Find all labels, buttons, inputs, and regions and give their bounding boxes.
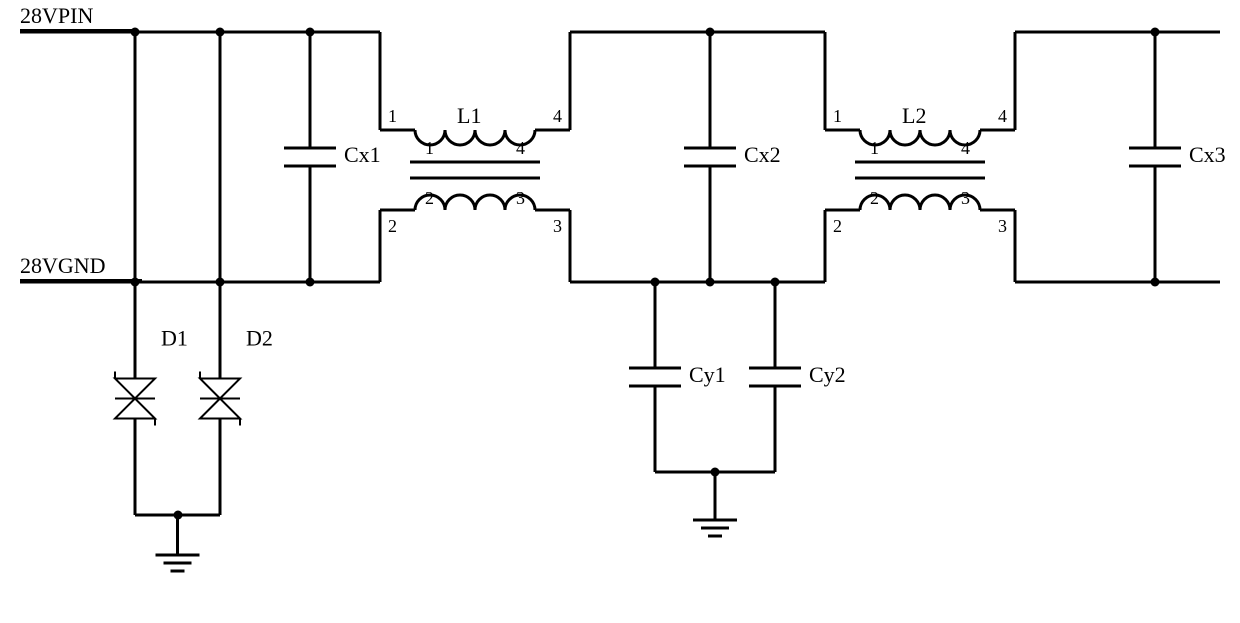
junction-node <box>771 278 780 287</box>
junction-node <box>131 278 140 287</box>
svg-text:4: 4 <box>553 106 562 126</box>
junction-node <box>216 28 225 37</box>
svg-text:1: 1 <box>870 138 879 158</box>
svg-text:4: 4 <box>961 138 970 158</box>
svg-text:3: 3 <box>998 216 1007 236</box>
svg-text:1: 1 <box>425 138 434 158</box>
junction-node <box>216 278 225 287</box>
svg-text:Cx2: Cx2 <box>744 142 781 167</box>
junction-node <box>711 468 720 477</box>
svg-text:Cx3: Cx3 <box>1189 142 1226 167</box>
junction-node <box>1151 28 1160 37</box>
svg-text:4: 4 <box>516 138 525 158</box>
junction-node <box>174 511 183 520</box>
svg-text:L1: L1 <box>457 103 481 128</box>
svg-text:Cx1: Cx1 <box>344 142 381 167</box>
junction-node <box>306 278 315 287</box>
svg-text:3: 3 <box>961 188 970 208</box>
emi-filter-schematic: 28VPIN 28VGND D1 D2 Cx1 Cx2 Cx3 Cy1 Cy2 1 4 2 3 1 4 2 3 L… <box>0 0 1240 623</box>
svg-text:1: 1 <box>833 106 842 126</box>
svg-text:4: 4 <box>998 106 1007 126</box>
svg-text:2: 2 <box>833 216 842 236</box>
junction-node <box>131 28 140 37</box>
junction-node <box>706 278 715 287</box>
svg-text:D2: D2 <box>246 325 273 350</box>
svg-text:3: 3 <box>553 216 562 236</box>
svg-text:2: 2 <box>870 188 879 208</box>
svg-text:L2: L2 <box>902 103 926 128</box>
junction-node <box>1151 278 1160 287</box>
svg-text:2: 2 <box>388 216 397 236</box>
svg-text:28VPIN: 28VPIN <box>20 3 93 28</box>
junction-node <box>706 28 715 37</box>
svg-text:3: 3 <box>516 188 525 208</box>
svg-text:Cy2: Cy2 <box>809 362 846 387</box>
svg-text:1: 1 <box>388 106 397 126</box>
svg-text:2: 2 <box>425 188 434 208</box>
junction-node <box>651 278 660 287</box>
junction-node <box>306 28 315 37</box>
svg-text:D1: D1 <box>161 325 188 350</box>
svg-text:Cy1: Cy1 <box>689 362 726 387</box>
svg-text:28VGND: 28VGND <box>20 253 106 278</box>
